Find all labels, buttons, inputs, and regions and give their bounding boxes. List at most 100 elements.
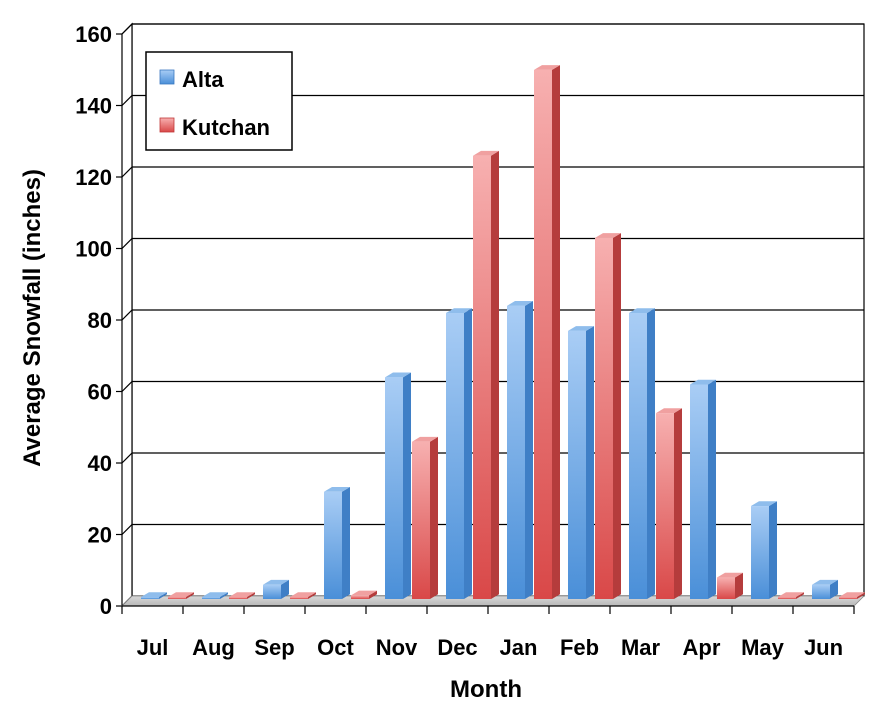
bar-top: [141, 592, 167, 597]
x-tick-label-aug: Aug: [192, 635, 235, 660]
bar-top: [690, 379, 716, 385]
bar-side: [586, 326, 594, 599]
bar-top: [568, 326, 594, 331]
bar-front: [473, 155, 491, 599]
x-axis-title: Month: [450, 676, 522, 703]
gridline-side: [121, 23, 133, 35]
bar-front: [595, 237, 613, 600]
bar-side: [342, 486, 350, 599]
bar-kutchan-aug: [229, 592, 255, 599]
legend: Alta Kutchan: [145, 51, 293, 151]
bar-side: [247, 592, 255, 599]
y-tick-label: 60: [88, 380, 112, 405]
bar-kutchan-jun: [839, 592, 865, 599]
bar-alta-mar: [629, 308, 655, 599]
y-tick-label: 100: [75, 237, 112, 262]
bar-front: [141, 597, 159, 599]
bar-front: [507, 305, 525, 599]
bar-alta-oct: [324, 486, 350, 599]
bar-side: [525, 301, 533, 599]
bar-top: [534, 65, 560, 70]
bar-side: [491, 150, 499, 599]
gridline-side: [121, 524, 133, 535]
bar-side: [430, 436, 438, 599]
bar-top: [473, 150, 499, 156]
bar-top: [202, 592, 228, 597]
legend-label-alta: Alta: [182, 67, 224, 92]
bar-alta-jul: [141, 592, 167, 599]
x-tick-label-feb: Feb: [560, 635, 599, 660]
gridline-side: [121, 238, 133, 249]
gridline-side: [121, 166, 133, 178]
bar-top: [656, 408, 682, 414]
bar-front: [778, 597, 796, 599]
bar-side: [552, 65, 560, 600]
bar-side: [281, 579, 289, 599]
bar-kutchan-nov: [412, 436, 438, 599]
bar-front: [385, 377, 403, 599]
bar-kutchan-jul: [168, 592, 194, 599]
bar-front: [534, 69, 552, 599]
bar-front: [568, 330, 586, 599]
gridline-side: [121, 452, 133, 464]
bar-side: [186, 592, 194, 599]
bar-top: [507, 301, 533, 306]
bar-side: [674, 408, 682, 599]
y-tick-label: 40: [88, 451, 112, 476]
x-tick-label-jul: Jul: [137, 635, 169, 660]
y-tick-label: 160: [75, 22, 112, 47]
bar-kutchan-mar: [656, 408, 682, 599]
bar-alta-nov: [385, 372, 411, 599]
bar-side: [220, 592, 228, 599]
x-tick-label-may: May: [741, 635, 785, 660]
bar-kutchan-jan: [534, 65, 560, 600]
y-tick-label: 20: [88, 523, 112, 548]
bar-kutchan-apr: [717, 572, 743, 599]
bar-top: [778, 592, 804, 597]
x-axis-tick-labels: Jul Aug Sep Oct Nov Dec Jan Feb Mar Apr May Jun: [137, 635, 843, 660]
y-tick-label: 80: [88, 308, 112, 333]
x-tick-label-mar: Mar: [621, 635, 661, 660]
bar-top: [717, 572, 743, 578]
bar-side: [369, 590, 377, 599]
y-axis-title: Average Snowfall (inches): [19, 169, 46, 467]
bar-top: [263, 579, 289, 585]
bar-top: [751, 501, 777, 507]
bar-front: [717, 577, 735, 599]
bar-front: [751, 506, 769, 599]
bar-top: [839, 592, 865, 597]
bar-alta-feb: [568, 326, 594, 599]
bar-top: [595, 233, 621, 238]
y-tick-label: 0: [100, 594, 112, 619]
bar-side: [308, 592, 316, 599]
x-tick-label-jun: Jun: [804, 635, 843, 660]
bar-side: [159, 592, 167, 599]
bar-top: [324, 486, 350, 492]
legend-label-kutchan: Kutchan: [182, 115, 270, 140]
x-tick-label-apr: Apr: [683, 635, 721, 660]
bar-side: [769, 501, 777, 599]
x-tick-label-dec: Dec: [437, 635, 477, 660]
gridline-side: [121, 381, 133, 392]
bars: [141, 65, 865, 600]
bar-front: [446, 313, 464, 599]
bar-top: [290, 592, 316, 597]
legend-box: [145, 51, 293, 151]
bar-kutchan-oct: [351, 590, 377, 599]
bar-top: [229, 592, 255, 597]
bar-kutchan-dec: [473, 150, 499, 599]
bar-alta-jan: [507, 301, 533, 599]
bar-top: [629, 308, 655, 313]
bar-front: [412, 441, 430, 599]
bar-side: [613, 233, 621, 599]
bar-alta-may: [751, 501, 777, 599]
bar-side: [830, 579, 838, 599]
bar-alta-aug: [202, 592, 228, 599]
x-tick-label-sep: Sep: [254, 635, 294, 660]
bar-front: [229, 597, 247, 599]
x-tick-label-jan: Jan: [500, 635, 538, 660]
y-axis-tick-labels: 0 20 40 60 80 100 120 140 160: [75, 22, 112, 619]
legend-swatch-alta: [159, 69, 175, 85]
bar-top: [351, 590, 377, 596]
